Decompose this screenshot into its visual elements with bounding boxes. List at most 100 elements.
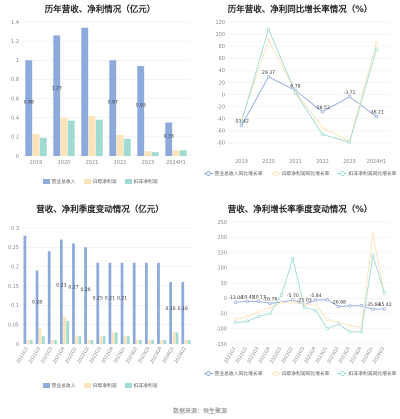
x-tick-label: 2023 xyxy=(343,159,356,165)
legend-label: 扣非净利润同比增长率 xyxy=(348,372,397,377)
series-point xyxy=(266,38,271,42)
series-point xyxy=(325,298,329,302)
series-point xyxy=(320,132,325,137)
y-tick-label: 0 xyxy=(222,92,225,98)
series-point xyxy=(374,47,379,51)
data-label: 0.21 xyxy=(105,295,115,301)
bar xyxy=(175,332,179,344)
y-tick-label: 0.8 xyxy=(11,77,19,83)
series-point xyxy=(245,319,249,323)
legend-item: 扣非净利润同比增长率 xyxy=(337,170,396,177)
legend-swatch xyxy=(42,179,50,184)
series-point xyxy=(374,114,379,119)
series-point xyxy=(382,307,386,311)
bar xyxy=(114,332,118,344)
data-label: 0.93 xyxy=(136,103,146,109)
x-tick-label: 2023 xyxy=(142,160,155,166)
data-label: 0.33 xyxy=(164,134,174,140)
series-point xyxy=(256,310,261,314)
legend-line-marker xyxy=(270,371,280,376)
y-tick-label: 0.2 xyxy=(11,264,19,270)
data-label: -16.76 xyxy=(263,296,278,302)
chart-title: 营收、净利季度变动情况（亿元） xyxy=(36,205,164,215)
bar xyxy=(87,340,91,344)
legend-label: 归母净利润 xyxy=(92,384,117,389)
bar xyxy=(23,235,27,344)
data-label: -26.88 xyxy=(331,299,346,305)
series-point xyxy=(371,232,375,236)
bar xyxy=(63,316,66,344)
legend-item: 营业总收入同比增长率 xyxy=(203,170,263,177)
legend-item: 归母净利润 xyxy=(83,178,117,185)
series-point xyxy=(302,305,306,310)
bar xyxy=(47,251,51,344)
y-tick-label: -60 xyxy=(217,129,225,135)
x-tick-label: 2021 xyxy=(86,160,99,166)
series-point xyxy=(268,305,272,310)
bar xyxy=(165,122,173,156)
y-tick-label: 0 xyxy=(16,342,19,348)
series-point xyxy=(268,301,272,306)
y-tick-label: -20 xyxy=(217,104,225,110)
legend-swatch xyxy=(124,179,132,184)
legend-label: 归母净利润 xyxy=(92,180,117,185)
bar xyxy=(78,336,82,344)
legend-line-marker xyxy=(337,371,347,376)
legend-item: 归母净利润同比增长率 xyxy=(270,370,330,377)
y-tick-label: 1 xyxy=(16,58,19,64)
legend-line-marker xyxy=(203,371,213,376)
series-point xyxy=(239,120,244,124)
series-line xyxy=(241,76,377,126)
bar xyxy=(126,336,130,344)
chart-legend: 营业总收入同比增长率 归母净利润同比增长率 扣非净利润同比增长率 xyxy=(200,170,400,177)
y-tick-label: -40 xyxy=(217,117,225,123)
series-point xyxy=(371,307,375,311)
y-tick-label: 20 xyxy=(219,80,225,86)
data-label: 0.28 xyxy=(32,300,42,306)
y-tick-label: 80 xyxy=(219,44,225,50)
data-label: -5.70 xyxy=(287,293,299,299)
x-tick-label: 2024H1 xyxy=(166,160,186,166)
bar xyxy=(60,117,68,156)
bar xyxy=(29,340,33,344)
data-label: 0.23 xyxy=(56,283,66,289)
legend-line-marker xyxy=(270,171,280,176)
bar xyxy=(123,138,131,156)
bar xyxy=(96,262,100,344)
y-tick-label: 0.1 xyxy=(11,303,19,309)
data-label: -13.04 xyxy=(228,295,243,301)
series-point xyxy=(320,126,325,130)
bar xyxy=(90,340,94,344)
series-line xyxy=(235,255,385,333)
y-tick-label: -100 xyxy=(216,327,227,333)
quarterly-growth-rate-chart: 营收、净利增长率季度变动情况（%） -150 -100 -50 0 50 100 150 20… xyxy=(200,200,400,400)
series-point xyxy=(382,290,386,294)
series-point xyxy=(234,300,238,304)
chart-plot-area: -80 -60 -40 -20 0 20 40 60 80 100 120 2019 2020 2021 2… xyxy=(215,20,390,165)
legend-label: 扣非净利润同比增长率 xyxy=(348,172,397,177)
bar xyxy=(72,243,75,344)
bar xyxy=(109,60,117,156)
data-label: -51.42 xyxy=(234,119,249,125)
legend-label: 归母净利润同比增长率 xyxy=(281,372,330,377)
series-point xyxy=(325,327,329,331)
y-tick-label: 0.6 xyxy=(11,96,19,102)
data-label: 6.78 xyxy=(290,83,300,89)
bar xyxy=(84,247,88,344)
bar xyxy=(50,340,54,344)
bar xyxy=(38,328,42,344)
chart-plot-area: -150-100-500501001502002502021Q12021Q220… xyxy=(216,220,392,365)
series-point xyxy=(336,304,341,309)
bar xyxy=(137,66,145,156)
series-point xyxy=(293,91,298,95)
y-tick-label: -80 xyxy=(217,141,225,147)
x-tick-label: 2022 xyxy=(316,159,329,165)
series-line xyxy=(235,234,385,328)
series-point xyxy=(374,41,379,45)
bar xyxy=(39,137,47,156)
series-point xyxy=(239,123,244,128)
bar xyxy=(160,340,164,344)
bar xyxy=(59,239,63,344)
legend-label: 营业总收入 xyxy=(51,180,76,185)
data-label: 0.21 xyxy=(117,295,127,301)
